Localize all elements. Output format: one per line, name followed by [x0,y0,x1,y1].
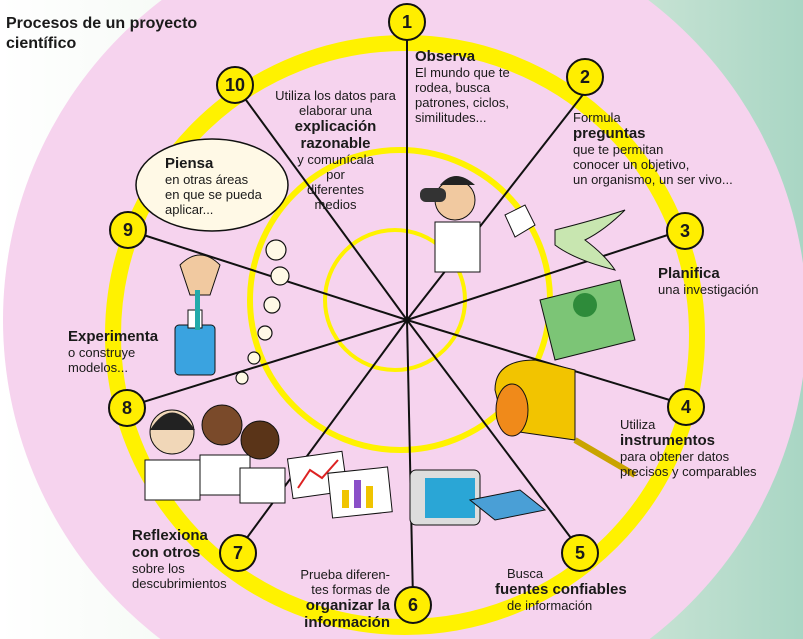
step-5-strong: fuentes confiables [495,581,627,598]
step-5-badge: 5 [561,534,599,572]
page-title: Procesos de un proyecto científico [6,15,198,52]
step-1-strong: Observa [415,48,476,65]
step-2-strong: preguntas [573,125,646,142]
step-3-strong: Planifica [658,265,720,282]
step-7-label: Reflexiona con otros sobre los descubrim… [132,527,252,591]
step-4-strong: instrumentos [620,432,716,449]
step-10-line: diferentes [306,182,365,197]
step-6-pre: Prueba diferen- [300,567,390,582]
flask-experiment-illustration [174,254,221,376]
inner-yellow-ring [323,228,467,372]
step-2-badge: 2 [566,58,604,96]
step-6-pre: tes formas de [311,582,390,597]
step-3-badge: 3 [666,212,704,250]
step-1-badge: 1 [388,3,426,41]
step-6-label: Prueba diferen- tes formas de organizar … [270,567,390,631]
step-5-label: Busca fuentes confiables de información [495,566,655,613]
step-10-pre: Utiliza los datos para [275,88,396,103]
step-10-line: y comunícala [297,152,374,167]
step-7-strong: con otros [132,544,201,561]
step-7-line: sobre los [132,561,185,576]
students-illustration [144,404,286,504]
step-4-label: Utiliza instrumentos para obtener datos … [620,417,798,479]
thought-bubble-dots [235,239,290,385]
step-1-line: patrones, ciclos, [415,95,509,110]
step-9-strong: Piensa [165,155,214,172]
step-6-strong: información [304,614,390,631]
charts-illustration [286,450,393,519]
step-10-strong: explicación [294,118,377,135]
step-9-line: aplicar... [165,202,214,217]
step-4-pre: Utiliza [620,417,656,432]
step-9-line: en otras áreas [165,172,249,187]
step-5-pre: Busca [507,566,544,581]
step-1-line: rodea, busca [415,80,491,95]
step-6-badge: 6 [394,586,432,624]
step-1-line: El mundo que te [415,65,510,80]
step-4-line: precisos y comparables [620,464,757,479]
step-9-label: Piensa en otras áreas en que se pueda ap… [165,155,285,217]
step-10-label: Utiliza los datos para elaborar una expl… [268,88,403,212]
step-7-strong: Reflexiona [132,527,208,544]
step-5-line: de información [507,598,593,613]
outer-yellow-ring [105,35,705,635]
step-2-line: conocer un objetivo, [573,157,690,172]
step-2-line: que te permitan [573,142,664,157]
computer-illustration [409,469,547,526]
step-10-strong: razonable [300,135,371,152]
step-10-pre: elaborar una [299,103,372,118]
step-2-pre: Formula [573,110,621,125]
step-3-line: una investigación [658,282,759,297]
step-4-badge: 4 [667,388,705,426]
hummingbird-illustration [504,204,626,271]
step-10-badge: 10 [216,66,254,104]
step-8-label: Experimenta o construye modelos... [68,328,188,375]
agenda-notebook-illustration [539,279,636,361]
thought-bubble [135,138,289,232]
step-2-label: Formula preguntas que te permitan conoce… [573,110,788,187]
step-9-badge: 9 [109,211,147,249]
step-3-label: Planifica una investigación [658,265,798,297]
step-6-strong: organizar la [305,597,390,614]
step-10-line: medios [314,197,357,212]
step-2-line: un organismo, un ser vivo... [573,172,733,187]
step-9-line: en que se pueda [165,187,262,202]
step-10-line: por [326,167,345,182]
step-8-strong: Experimenta [68,328,159,345]
binoculars-boy-illustration [420,176,481,273]
step-7-badge: 7 [219,534,257,572]
spokes [126,40,687,601]
step-8-line: modelos... [68,360,128,375]
step-7-line: descubrimientos [132,576,227,591]
step-4-line: para obtener datos [620,449,730,464]
step-1-line: similitudes... [415,110,487,125]
step-8-badge: 8 [108,389,146,427]
step-1-label: Observa El mundo que te rodea, busca pat… [415,48,565,125]
tape-measure-illustration [494,359,637,478]
step-8-line: o construye [68,345,136,360]
